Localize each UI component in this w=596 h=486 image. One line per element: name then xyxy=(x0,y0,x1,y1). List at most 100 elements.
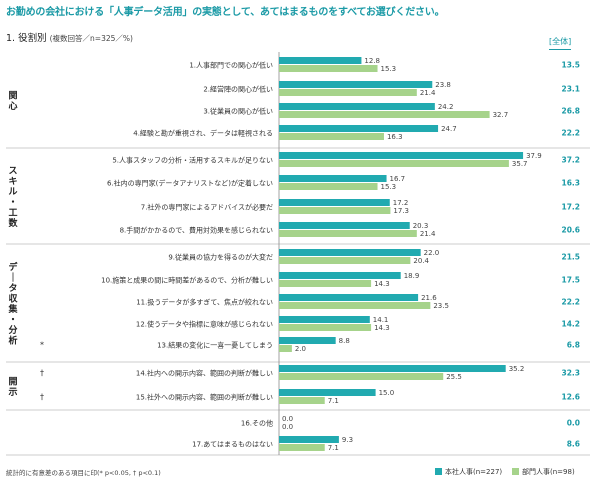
category-label-2: 2.経営陣の関心が低い xyxy=(203,85,273,94)
value-label-honsha-12: 14.1 xyxy=(373,316,389,324)
value-label-honsha-1: 12.8 xyxy=(364,57,380,65)
group-label-1: スキル・工数 xyxy=(8,165,18,229)
total-value-13: 6.8 xyxy=(567,341,580,350)
significance-mark-13: * xyxy=(40,341,44,350)
bar-honsha-10 xyxy=(279,272,401,279)
legend-swatch-bumon xyxy=(512,468,519,475)
category-label-8: 8.手間がかかるので、費用対効果を感じられない xyxy=(120,226,273,235)
value-label-bumon-15: 7.1 xyxy=(328,397,339,405)
group-label-3: 開示 xyxy=(8,376,17,398)
bar-honsha-4 xyxy=(279,125,439,132)
bar-bumon-3 xyxy=(279,111,490,118)
value-label-bumon-11: 23.5 xyxy=(433,302,449,310)
category-label-9: 9.従業員の協力を得るのが大変だ xyxy=(168,253,273,262)
bar-honsha-11 xyxy=(279,294,419,301)
value-label-bumon-16: 0.0 xyxy=(282,423,293,431)
value-label-honsha-5: 37.9 xyxy=(526,152,542,160)
value-label-bumon-14: 25.5 xyxy=(446,373,462,381)
bar-honsha-6 xyxy=(279,175,387,182)
value-label-bumon-1: 15.3 xyxy=(381,65,397,73)
value-label-honsha-9: 22.0 xyxy=(424,249,440,257)
value-label-honsha-16: 0.0 xyxy=(282,415,293,423)
category-label-11: 11.扱うデータが多すぎて、焦点が絞れない xyxy=(136,298,273,307)
chart-title: お勤めの会社における「人事データ活用」の実態として、あてはまるものをすべてお選び… xyxy=(6,7,445,18)
bar-honsha-17 xyxy=(279,436,339,443)
value-label-honsha-11: 21.6 xyxy=(421,294,437,302)
bar-bumon-8 xyxy=(279,230,417,237)
value-label-bumon-5: 35.7 xyxy=(512,160,528,168)
bar-bumon-1 xyxy=(279,65,378,72)
category-label-3: 3.従業員の関心が低い xyxy=(203,107,273,116)
section-sub: (複数回答／n=325／%) xyxy=(49,34,133,43)
value-label-honsha-2: 23.8 xyxy=(435,81,451,89)
significance-mark-14: † xyxy=(40,369,44,378)
total-value-10: 17.5 xyxy=(561,276,580,285)
total-value-1: 13.5 xyxy=(561,61,580,70)
category-label-10: 10.施策と成果の間に時間差があるので、分析が難しい xyxy=(101,276,273,285)
group-label-0: 関心 xyxy=(8,90,17,112)
value-label-honsha-7: 17.2 xyxy=(393,199,409,207)
bar-bumon-11 xyxy=(279,302,431,309)
total-value-16: 0.0 xyxy=(567,419,580,428)
bar-bumon-13 xyxy=(279,345,292,352)
total-value-15: 12.6 xyxy=(561,393,580,402)
legend-label-bumon: 部門人事(n=98) xyxy=(522,468,575,476)
total-value-5: 37.2 xyxy=(561,156,580,165)
bar-bumon-5 xyxy=(279,160,509,167)
bar-bumon-9 xyxy=(279,257,411,264)
category-label-13: 13.結果の変化に一喜一憂してしまう xyxy=(157,341,273,350)
bar-honsha-9 xyxy=(279,249,421,256)
legend-label-honsha: 本社人事(n=227) xyxy=(445,468,503,476)
category-label-15: 15.社外への開示内容、範囲の判断が難しい xyxy=(136,393,273,402)
total-value-12: 14.2 xyxy=(561,320,580,329)
category-label-7: 7.社外の専門家によるアドバイスが必要だ xyxy=(141,203,273,212)
bar-honsha-5 xyxy=(279,152,524,159)
total-value-17: 8.6 xyxy=(567,440,580,449)
footnote: 統計的に有意差のある項目に印(* p<0.05, † p<0.1) xyxy=(6,469,161,477)
bar-bumon-12 xyxy=(279,324,372,331)
value-label-honsha-3: 24.2 xyxy=(438,103,454,111)
bar-honsha-3 xyxy=(279,103,435,110)
category-label-17: 17.あてはまるものはない xyxy=(192,441,273,449)
section-heading: 1. 役割別 (複数回答／n=325／%) xyxy=(6,30,133,44)
value-label-bumon-10: 14.3 xyxy=(374,280,390,288)
value-label-honsha-13: 8.8 xyxy=(339,337,350,345)
total-value-7: 17.2 xyxy=(561,203,580,212)
total-value-14: 32.3 xyxy=(561,369,580,378)
group-label-2: デ｜タ収集・分析 xyxy=(7,261,18,347)
total-value-3: 26.8 xyxy=(561,107,580,116)
category-label-6: 6.社内の専門家(データアナリストなど)が定着しない xyxy=(107,179,273,188)
value-label-bumon-7: 17.3 xyxy=(393,207,409,215)
section-label: 1. 役割別 xyxy=(6,33,47,44)
category-label-1: 1.人事部門での関心が低い xyxy=(189,61,273,70)
value-label-honsha-8: 20.3 xyxy=(413,222,429,230)
bar-bumon-17 xyxy=(279,444,325,451)
category-label-12: 12.使うデータや指標に意味が感じられない xyxy=(136,320,273,329)
bar-bumon-14 xyxy=(279,373,444,380)
total-value-9: 21.5 xyxy=(561,253,580,262)
bar-honsha-1 xyxy=(279,57,362,64)
total-value-6: 16.3 xyxy=(561,179,580,188)
value-label-bumon-17: 7.1 xyxy=(328,444,339,452)
legend-item-honsha: 本社人事(n=227) xyxy=(435,467,502,477)
bar-honsha-8 xyxy=(279,222,410,229)
value-label-honsha-15: 15.0 xyxy=(379,389,395,397)
value-label-honsha-4: 24.7 xyxy=(441,125,457,133)
bar-bumon-7 xyxy=(279,207,391,214)
bar-bumon-15 xyxy=(279,397,325,404)
total-value-8: 20.6 xyxy=(561,226,580,235)
category-label-5: 5.人事スタッフの分析・活用するスキルが足りない xyxy=(112,156,273,165)
bar-honsha-2 xyxy=(279,81,433,88)
bar-bumon-4 xyxy=(279,133,384,140)
value-label-bumon-9: 20.4 xyxy=(413,257,429,265)
category-label-16: 16.その他 xyxy=(241,419,273,428)
legend-item-bumon: 部門人事(n=98) xyxy=(512,467,575,477)
total-value-4: 22.2 xyxy=(561,129,580,138)
bar-bumon-2 xyxy=(279,89,417,96)
value-label-bumon-12: 14.3 xyxy=(374,324,390,332)
value-label-bumon-2: 21.4 xyxy=(420,89,436,97)
bar-honsha-13 xyxy=(279,337,336,344)
value-label-bumon-8: 21.4 xyxy=(420,230,436,238)
value-label-honsha-14: 35.2 xyxy=(509,365,525,373)
